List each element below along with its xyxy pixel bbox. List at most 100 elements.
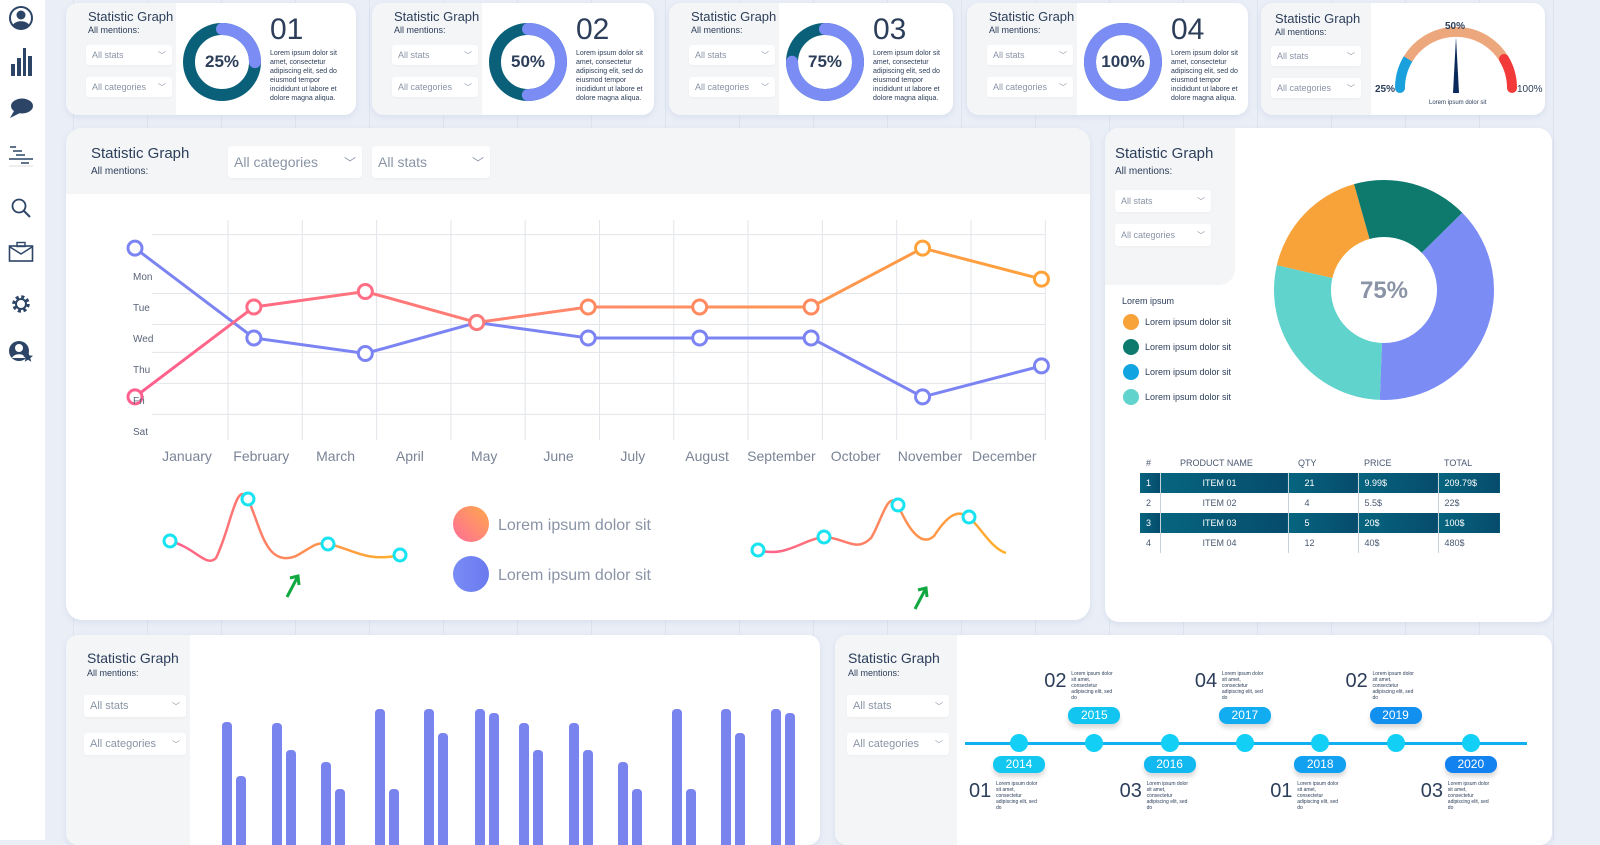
legend-label: Lorem ipsum dolor sit (1145, 367, 1232, 377)
stats-dropdown[interactable]: All stats ﹀ (987, 45, 1073, 65)
bar-chart-icon[interactable] (7, 48, 35, 76)
timeline-dot[interactable] (1386, 734, 1405, 752)
chat-icon[interactable] (7, 94, 35, 122)
search-icon[interactable] (7, 194, 35, 222)
year-pill[interactable]: 2020 (1444, 756, 1497, 773)
year-pill[interactable]: 2016 (1143, 756, 1196, 773)
gear-icon[interactable] (7, 290, 35, 318)
gauge: 25% 50% 100% Lorem ipsum dolor sit (1375, 21, 1543, 106)
year-pill[interactable]: 2019 (1369, 707, 1422, 724)
timeline-dot[interactable] (1461, 734, 1480, 752)
table-cell: 21 (1287, 473, 1358, 493)
x-tick-label: April (396, 448, 424, 464)
card-title: Statistic Graph (989, 9, 1075, 24)
stats-dropdown[interactable]: All stats ﹀ (84, 695, 186, 717)
timeline-number: 04 (1194, 670, 1218, 692)
data-point (126, 388, 144, 406)
categories-dropdown[interactable]: All categories ﹀ (392, 77, 478, 97)
arrow-up-icon (285, 574, 301, 598)
pie-hole (1331, 237, 1437, 343)
chevron-down-icon: ﹀ (158, 82, 166, 92)
data-point (914, 239, 932, 257)
gauge-needle (1453, 37, 1459, 93)
data-point (1032, 270, 1050, 288)
dropdown-value: All categories (398, 82, 453, 92)
bar (735, 733, 745, 845)
year-pill[interactable]: 2017 (1218, 707, 1271, 724)
series-line (134, 246, 1042, 399)
progress-percent: 50% (510, 52, 546, 71)
year-pill[interactable]: 2014 (993, 756, 1045, 773)
stats-dropdown[interactable]: All stats ﹀ (392, 45, 478, 65)
categories-dropdown[interactable]: All categories ﹀ (84, 733, 186, 755)
table-row: 3 ITEM 03 5 20$ 100$ (1140, 513, 1500, 533)
categories-dropdown[interactable]: All categories ﹀ (987, 77, 1073, 97)
timeline-description: Lorem ipsum dolor sit amet, consectetur … (1447, 781, 1490, 811)
data-point (245, 298, 263, 316)
year-pill[interactable]: 2015 (1068, 707, 1121, 724)
stats-dropdown[interactable]: All stats ﹀ (689, 45, 775, 65)
stats-dropdown[interactable]: All stats ﹀ (847, 695, 949, 717)
legend-label: Lorem ipsum dolor sit (1145, 342, 1232, 352)
chevron-down-icon: ﹀ (1347, 83, 1355, 93)
briefcase-icon[interactable] (7, 238, 35, 266)
stats-dropdown[interactable]: All stats ﹀ (1271, 46, 1361, 66)
timeline-dot[interactable] (1311, 734, 1330, 752)
pie-legend-item: Lorem ipsum dolor sit (1123, 364, 1231, 380)
legend-label: Lorem ipsum dolor sit (498, 517, 652, 534)
legend-swatch (1123, 389, 1139, 405)
timeline-description: Lorem ipsum dolor sit amet, consectetur … (1146, 781, 1188, 811)
chevron-down-icon: ﹀ (464, 50, 472, 60)
timeline-description: Lorem ipsum dolor sit amet, consectetur … (1297, 781, 1339, 811)
card-title: Statistic Graph (848, 650, 940, 666)
timeline-dot[interactable] (1235, 734, 1254, 752)
data-point (356, 283, 374, 300)
year-pill[interactable]: 2018 (1294, 756, 1347, 773)
timeline-card: Statistic Graph All mentions: All stats ﹀… (835, 635, 1552, 845)
stats-dropdown[interactable]: All stats ﹀ (1115, 190, 1211, 212)
stats-dropdown[interactable]: All stats ﹀ (372, 146, 490, 178)
chevron-down-icon: ﹀ (1059, 82, 1067, 92)
progress-ring (786, 23, 864, 101)
data-point (914, 388, 932, 406)
x-tick-label: March (316, 448, 355, 464)
categories-dropdown[interactable]: All categories ﹀ (228, 146, 362, 178)
card-title: Statistic Graph (1275, 11, 1361, 26)
table-header: # PRODUCT NAME QTY PRICE TOTAL (1140, 453, 1500, 473)
categories-dropdown[interactable]: All categories ﹀ (689, 77, 775, 97)
y-tick-label: Sat (133, 427, 148, 438)
gantt-icon[interactable] (7, 142, 35, 170)
x-tick-label: February (233, 448, 289, 464)
bar (389, 789, 399, 845)
y-tick-label: Tue (133, 303, 150, 314)
gauge-card: Statistic Graph All mentions: All stats ﹀… (1261, 3, 1545, 115)
x-tick-label: November (898, 448, 963, 464)
categories-dropdown[interactable]: All categories ﹀ (1115, 224, 1211, 246)
timeline-dot[interactable] (1160, 734, 1179, 752)
categories-dropdown[interactable]: All categories ﹀ (86, 77, 172, 97)
legend-swatch (1123, 364, 1139, 380)
data-point (691, 298, 709, 316)
dropdown-value: All stats (92, 50, 124, 60)
data-point (356, 345, 374, 362)
timeline-dot[interactable] (1085, 734, 1104, 752)
chevron-down-icon: ﹀ (935, 701, 943, 711)
table-cell: 1 (1140, 473, 1160, 493)
bar (424, 709, 434, 845)
data-point (691, 329, 709, 347)
pie-legend-title: Lorem ipsum (1122, 296, 1175, 306)
user-star-icon[interactable] (7, 338, 35, 366)
legend-swatch (1123, 314, 1139, 330)
stats-dropdown[interactable]: All stats ﹀ (86, 45, 172, 65)
legend-label: Lorem ipsum dolor sit (1145, 392, 1232, 402)
timeline-dot[interactable] (1010, 734, 1028, 752)
user-icon[interactable] (7, 4, 35, 32)
stat-card: Statistic Graph All mentions: All stats ﹀… (967, 3, 1248, 115)
categories-dropdown[interactable]: All categories ﹀ (847, 733, 949, 755)
table-cell: 100$ (1437, 513, 1500, 533)
dropdown-value: All categories (1277, 83, 1332, 93)
categories-dropdown[interactable]: All categories ﹀ (1271, 78, 1361, 98)
y-tick-label: Mon (133, 272, 152, 283)
legend-swatch (1123, 339, 1139, 355)
card-subtitle: All mentions: (87, 668, 139, 678)
